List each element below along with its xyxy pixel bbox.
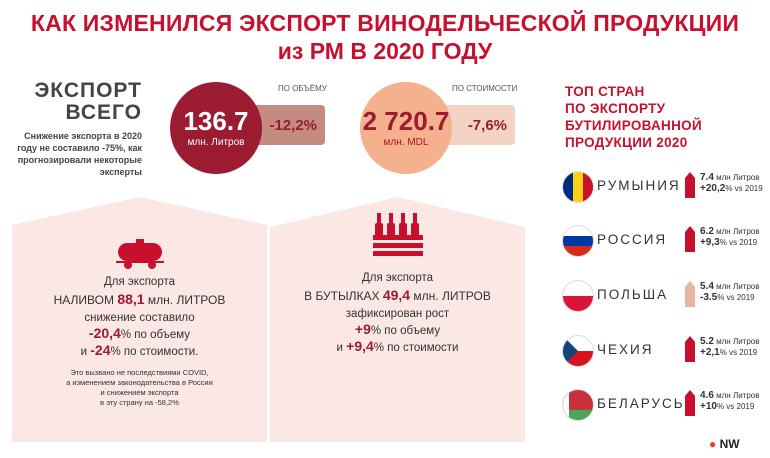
- country-row-belarus: БЕЛАРУСЬ 4.6 млн Литров +10% vs 2019: [562, 386, 767, 422]
- bottled-line5: и +9,4% по стоимости: [336, 338, 459, 355]
- belarus-flag-icon: [562, 389, 594, 421]
- page-title-line2: из РМ В 2020 ГОДУ: [277, 38, 493, 64]
- bulk-line2: НАЛИВОМ 88,1 млн. ЛИТРОВ: [53, 291, 226, 307]
- value-label: ПО СТОИМОСТИ: [452, 84, 518, 93]
- drop-icon: ●: [709, 437, 717, 451]
- bulk-line3: снижение составило: [84, 312, 195, 324]
- trend-down-icon: [685, 281, 695, 307]
- trend-up-icon: [685, 336, 695, 362]
- top-countries-title: ТОП СТРАН ПО ЭКСПОРТУ БУТИЛИРОВАННОЙ ПРО…: [565, 84, 702, 150]
- country-row-russia: РОССИЯ 6.2 млн Литров +9,3% vs 2019: [562, 222, 767, 258]
- volume-label: ПО ОБЪЁМУ: [278, 84, 327, 93]
- bulk-panel: Для экспорта НАЛИВОМ 88,1 млн. ЛИТРОВ сн…: [12, 197, 267, 442]
- volume-value: 136.7: [183, 106, 249, 136]
- tanker-icon: [116, 239, 164, 269]
- russia-flag-icon: [562, 225, 594, 257]
- value-circle: 2 720.7 млн. MDL: [360, 82, 452, 174]
- logo: ● NW: [709, 437, 740, 451]
- poland-flag-icon: [562, 280, 594, 312]
- bottled-line1: Для экспорта: [362, 272, 433, 284]
- trend-up-icon: [685, 390, 695, 416]
- czechia-flag-icon: [562, 335, 594, 367]
- trend-up-icon: [685, 226, 695, 252]
- value-value: 2 720.7: [362, 106, 450, 136]
- bottled-line4: +9% по объему: [354, 321, 441, 338]
- volume-unit: млн. Литров: [187, 137, 245, 148]
- export-total-heading1: ЭКСПОРТ: [34, 79, 142, 102]
- bulk-line1: Для экспорта: [104, 276, 175, 288]
- export-total-note: Снижение экспорта в 2020 году не состави…: [17, 131, 142, 177]
- country-row-romania: РУМЫНИЯ 7.4 млн Литров +20,2% vs 2019: [562, 168, 767, 204]
- bottled-line3: зафиксирован рост: [345, 308, 450, 320]
- bulk-line5: и -24% по стоимости.: [80, 342, 199, 359]
- bottled-line2: В БУТЫЛКАХ 49,4 млн. ЛИТРОВ: [304, 287, 491, 303]
- page-title-line1: КАК ИЗМЕНИЛСЯ ЭКСПОРТ ВИНОДЕЛЬЧЕСКОЙ ПРО…: [30, 10, 740, 36]
- export-total-block: ЭКСПОРТ ВСЕГО Снижение экспорта в 2020 г…: [8, 80, 142, 178]
- bulk-footnote: Это вызвано не последствиями COVID, а из…: [66, 368, 213, 407]
- country-row-poland: ПОЛЬША 5.4 млн Литров -3.5% vs 2019: [562, 277, 767, 313]
- volume-circle: 136.7 млн. Литров: [170, 82, 262, 174]
- export-total-heading2: ВСЕГО: [65, 101, 142, 124]
- country-row-czechia: ЧЕХИЯ 5.2 млн Литров +2,1% vs 2019: [562, 332, 767, 368]
- value-unit: млн. MDL: [383, 137, 429, 148]
- bottled-panel: Для экспорта В БУТЫЛКАХ 49,4 млн. ЛИТРОВ…: [270, 197, 525, 442]
- bulk-line4: -20,4% по объему: [88, 325, 191, 342]
- wine-bottles-crate-icon: [373, 213, 423, 256]
- romania-flag-icon: [562, 171, 594, 203]
- trend-up-icon: [685, 172, 695, 198]
